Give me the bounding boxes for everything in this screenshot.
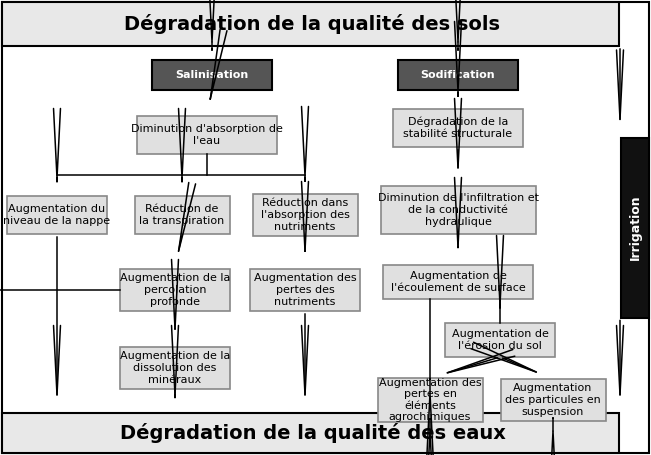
Text: Réduction dans
l'absorption des
nutriments: Réduction dans l'absorption des nutrimen… [260, 198, 350, 232]
Bar [501, 379, 605, 421]
Text: Dégradation de la qualité des sols: Dégradation de la qualité des sols [124, 14, 501, 34]
Bar [2, 2, 619, 46]
Text: Augmentation de la
dissolution des
minéraux: Augmentation de la dissolution des minér… [120, 351, 230, 384]
Text: Réduction de
la transpiration: Réduction de la transpiration [139, 204, 225, 226]
Text: Augmentation de
l'écoulement de surface: Augmentation de l'écoulement de surface [391, 271, 525, 293]
Bar [120, 347, 230, 389]
Bar [135, 196, 230, 234]
Text: Augmentation des
pertes des
nutriments: Augmentation des pertes des nutriments [254, 273, 356, 307]
Text: Diminution de l'infiltration et
de la conductivité
hydraulique: Diminution de l'infiltration et de la co… [378, 193, 538, 227]
Bar [2, 413, 619, 453]
Bar [621, 137, 649, 318]
Text: Dégradation de la qualité des eaux: Dégradation de la qualité des eaux [120, 423, 505, 443]
Text: Augmentation de
l'érosion du sol: Augmentation de l'érosion du sol [452, 329, 548, 351]
Text: Augmentation du
niveau de la nappe: Augmentation du niveau de la nappe [3, 204, 111, 226]
Text: Diminution d'absorption de
l'eau: Diminution d'absorption de l'eau [131, 124, 283, 146]
Bar [393, 109, 523, 147]
Bar [253, 194, 357, 236]
Bar [137, 116, 277, 154]
Text: Augmentation
des particules en
suspension: Augmentation des particules en suspensio… [505, 384, 601, 417]
Bar [120, 269, 230, 311]
Bar [445, 323, 555, 357]
Bar [383, 265, 533, 299]
Text: Augmentation de la
percolation
profonde: Augmentation de la percolation profonde [120, 273, 230, 307]
Bar [152, 60, 272, 90]
Bar [7, 196, 107, 234]
Text: Dégradation de la
stabilité structurale: Dégradation de la stabilité structurale [404, 117, 512, 139]
Bar [378, 378, 482, 422]
Text: Augmentation des
pertes en
éléments
agrochimiques: Augmentation des pertes en éléments agro… [379, 378, 481, 422]
Text: Irrigation: Irrigation [628, 195, 641, 260]
Bar [250, 269, 360, 311]
Text: Sodification: Sodification [421, 70, 495, 80]
Bar [380, 186, 536, 234]
Bar [398, 60, 518, 90]
Text: Salinisation: Salinisation [175, 70, 249, 80]
